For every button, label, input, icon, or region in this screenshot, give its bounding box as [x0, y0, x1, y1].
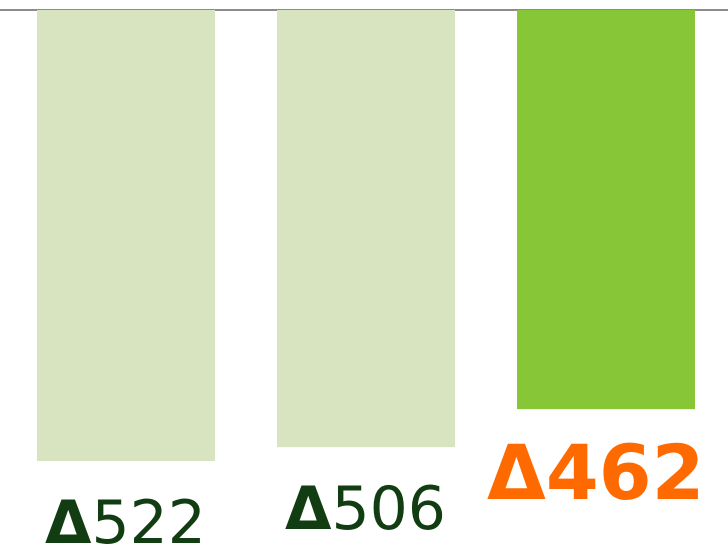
data-label-1: Δ522 — [45, 488, 206, 545]
delta-glyph: Δ — [45, 488, 92, 545]
labels-group: Δ522 Δ506 Δ462 — [45, 428, 704, 545]
data-label-3: Δ462 — [487, 428, 704, 517]
data-label-value: 506 — [331, 474, 446, 544]
delta-glyph: Δ — [285, 474, 332, 544]
bar-2 — [277, 10, 455, 448]
data-label-2: Δ506 — [285, 474, 446, 544]
bar-1 — [37, 10, 215, 461]
data-label-value: 522 — [91, 488, 206, 545]
data-label-value: 462 — [546, 428, 705, 517]
delta-glyph: Δ — [487, 428, 546, 517]
bar-3 — [517, 10, 695, 410]
bars-group — [37, 10, 695, 461]
